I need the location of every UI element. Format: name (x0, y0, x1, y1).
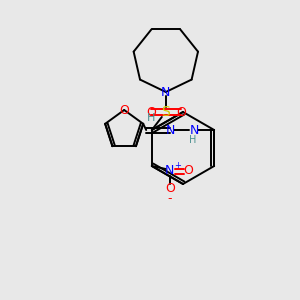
Text: O: O (183, 164, 193, 178)
Text: O: O (165, 182, 175, 196)
Text: H: H (147, 113, 155, 123)
Text: +: + (174, 161, 181, 170)
Text: N: N (161, 85, 170, 98)
Text: O: O (176, 106, 186, 118)
Text: N: N (166, 124, 175, 136)
Text: N: N (165, 164, 175, 178)
Text: -: - (168, 193, 172, 206)
Text: O: O (146, 106, 156, 118)
Text: N: N (190, 124, 199, 136)
Text: S: S (161, 105, 170, 119)
Text: O: O (119, 103, 129, 116)
Text: H: H (190, 135, 197, 145)
